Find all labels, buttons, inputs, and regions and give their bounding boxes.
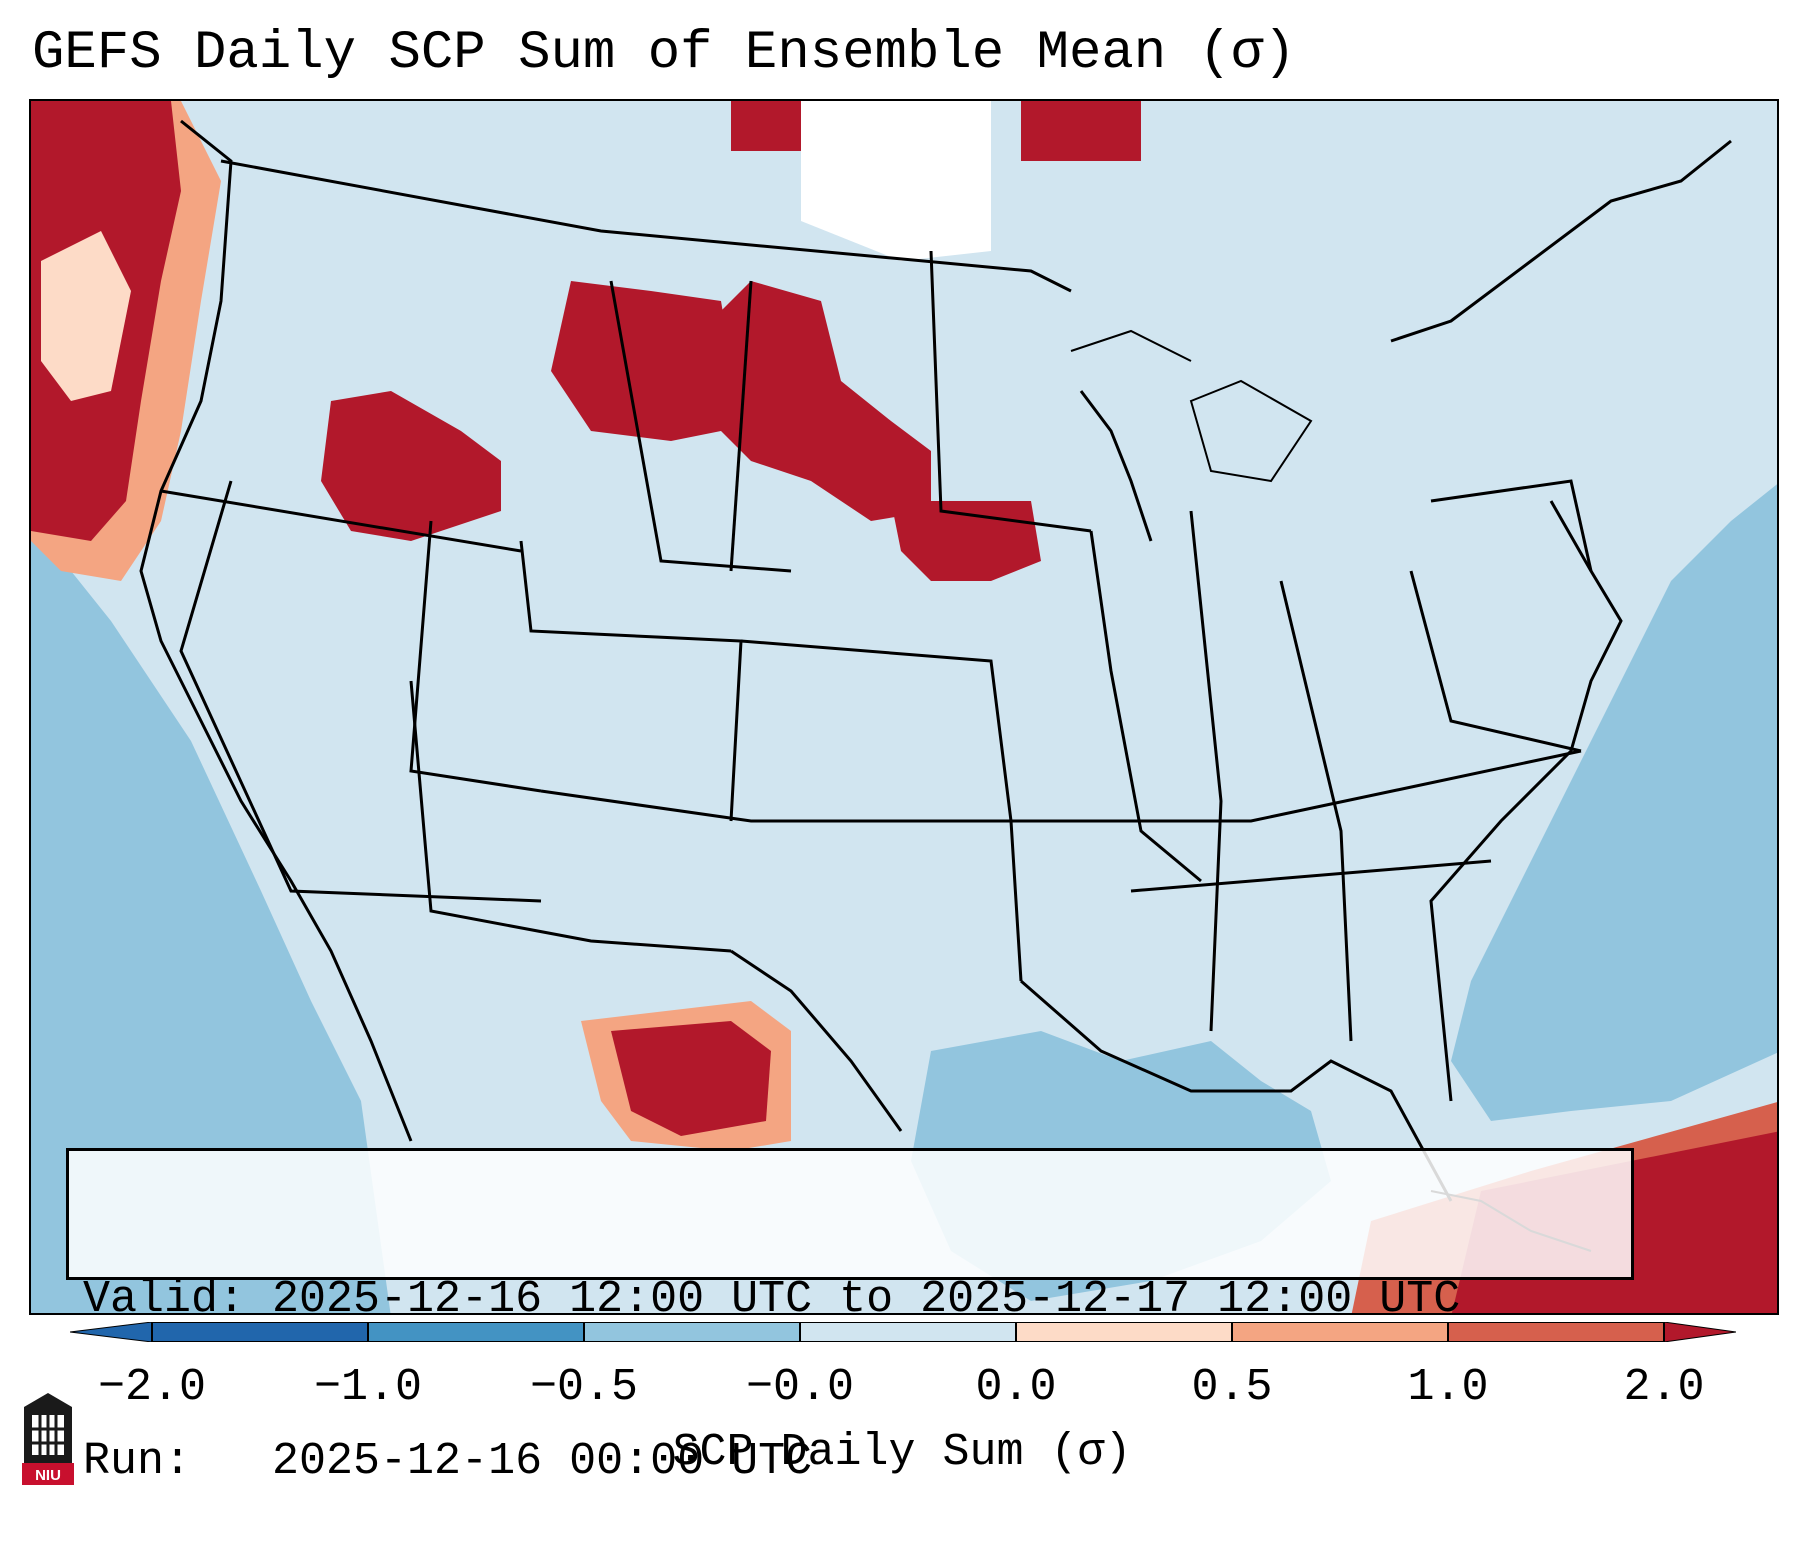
boundaries bbox=[139, 119, 1732, 1202]
colorbar-extend-max bbox=[1663, 1322, 1736, 1342]
colorbar-bin-3 bbox=[800, 1322, 1016, 1342]
dakotas-anomaly bbox=[721, 281, 931, 521]
colorbar-bin-4 bbox=[1016, 1322, 1232, 1342]
map-panel bbox=[29, 99, 1779, 1315]
colorbar-label: SCP Daily Sum (σ) bbox=[672, 1427, 1132, 1478]
atlantic-ocean-anomaly bbox=[1451, 484, 1777, 1121]
colorbar-tick-label: 2.0 bbox=[1623, 1362, 1705, 1413]
colorbar-tick-label: 1.0 bbox=[1407, 1362, 1489, 1413]
valid-time-text: Valid: 2025-12-16 12:00 UTC to 2025-12-1… bbox=[83, 1274, 1461, 1325]
colorbar-bin-0 bbox=[152, 1322, 368, 1342]
pacific-ocean-anomaly bbox=[31, 521, 391, 1313]
northern-mexico-core bbox=[611, 1021, 771, 1136]
colorbar-tick-label: −0.5 bbox=[529, 1362, 639, 1413]
colorbar-bin-6 bbox=[1448, 1322, 1664, 1342]
pacific-northwest-inner bbox=[41, 231, 131, 401]
canada-missing-data bbox=[801, 101, 991, 261]
validity-box: Valid: 2025-12-16 12:00 UTC to 2025-12-1… bbox=[66, 1148, 1634, 1487]
map-canvas bbox=[31, 101, 1777, 1313]
colorbar-bin-5 bbox=[1232, 1322, 1448, 1342]
run-time-text: Run: 2025-12-16 00:00 UTC bbox=[83, 1436, 813, 1487]
colorbar bbox=[70, 1322, 1736, 1342]
colorbar-tick-label: −0.0 bbox=[745, 1362, 855, 1413]
logo-text: NIU bbox=[35, 1467, 61, 1484]
colorbar-bin-1 bbox=[368, 1322, 584, 1342]
colorbar-tick-label: 0.5 bbox=[1191, 1362, 1273, 1413]
iowa-anomaly bbox=[891, 501, 1041, 581]
colorbar-extend-min bbox=[70, 1322, 153, 1342]
idaho-anomaly bbox=[321, 391, 501, 541]
montana-anomaly bbox=[551, 281, 731, 441]
colorbar-tick-label: 0.0 bbox=[975, 1362, 1057, 1413]
colorbar-tick-label: −2.0 bbox=[97, 1362, 207, 1413]
niu-logo: NIU bbox=[22, 1393, 74, 1485]
colorbar-bin-2 bbox=[584, 1322, 800, 1342]
map-title: GEFS Daily SCP Sum of Ensemble Mean (σ) bbox=[32, 23, 1296, 84]
colorbar-tick-label: −1.0 bbox=[313, 1362, 423, 1413]
